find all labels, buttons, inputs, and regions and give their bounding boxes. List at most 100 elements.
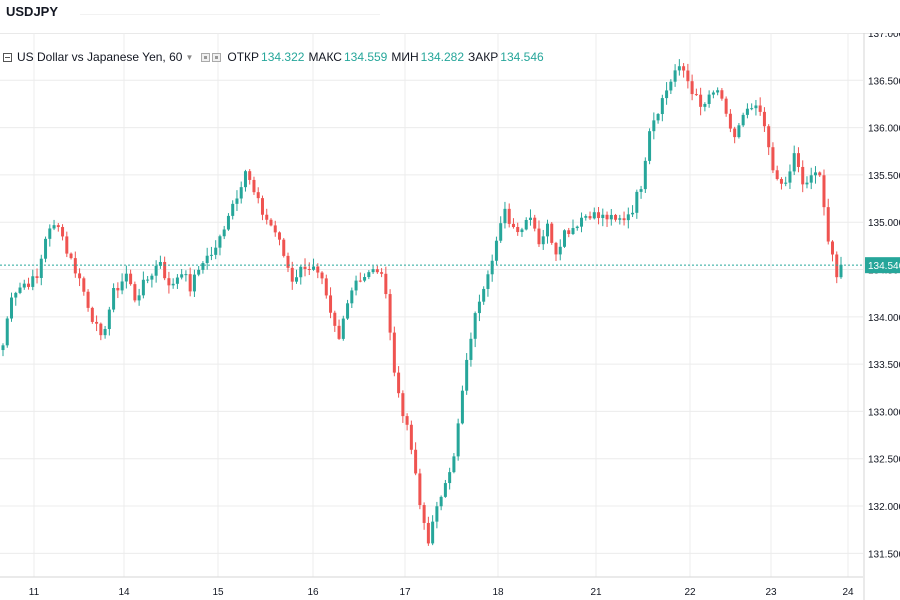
candle-body <box>307 268 311 270</box>
candle-body <box>354 280 358 291</box>
candle-body <box>592 212 596 219</box>
candle-body <box>563 230 567 247</box>
candle-body <box>209 254 213 256</box>
candle-body <box>507 208 511 224</box>
time-tick-label: 22 <box>684 587 696 598</box>
candle-body <box>239 187 243 199</box>
candle-body <box>520 229 524 233</box>
candle-body <box>192 274 196 292</box>
candle-body <box>56 225 60 228</box>
price-tick-label: 136.000 <box>868 124 900 135</box>
legend-title[interactable]: US Dollar vs Japanese Yen, 60 <box>17 50 183 64</box>
candle-body <box>44 238 48 259</box>
candle-body <box>511 223 515 228</box>
candle-body <box>669 81 673 91</box>
price-chart[interactable]: 131.500 132.000 132.500 133.000 133.500 134.0… <box>0 33 900 600</box>
candle-body <box>158 261 162 266</box>
candle-body <box>758 105 762 112</box>
candle-body <box>839 264 843 278</box>
candle-body <box>588 216 592 219</box>
candle-body <box>252 179 256 193</box>
time-tick-label: 14 <box>118 587 130 598</box>
candle-body <box>205 255 209 264</box>
candle-body <box>39 258 43 278</box>
candle-body <box>826 207 830 242</box>
candle-body <box>358 280 362 282</box>
candle-body <box>788 171 792 183</box>
candle-body <box>469 338 473 360</box>
last-price-badge-bg <box>865 257 900 274</box>
candle-body <box>784 182 788 184</box>
candle-body <box>141 279 145 296</box>
candle-body <box>745 108 749 115</box>
candle-body <box>31 276 35 287</box>
candle-body <box>622 218 626 221</box>
candle-body <box>320 272 324 279</box>
candle-body <box>584 216 588 218</box>
candle-body <box>575 226 579 229</box>
candle-body <box>69 253 73 259</box>
candle-body <box>516 227 520 233</box>
candle-body <box>694 94 698 96</box>
hide-icon[interactable] <box>212 52 222 62</box>
chevron-down-icon[interactable]: ▼ <box>185 52 194 62</box>
candle-body <box>580 217 584 227</box>
candle-body <box>524 219 528 230</box>
candle-body <box>90 307 94 322</box>
candle-body <box>665 90 669 99</box>
candle-body <box>392 332 396 373</box>
candle-body <box>86 291 90 308</box>
candle-body <box>652 120 656 132</box>
candle-body <box>184 274 188 276</box>
candle-body <box>779 179 783 184</box>
settings-icon[interactable] <box>201 52 211 62</box>
candle-body <box>286 255 290 268</box>
candle-body <box>14 292 18 298</box>
candle-body <box>796 153 800 167</box>
candle-body <box>477 301 481 314</box>
candle-body <box>460 390 464 424</box>
candle-body <box>822 175 826 208</box>
candle-body <box>312 266 316 270</box>
candle-body <box>248 171 252 180</box>
candle-body <box>443 483 447 497</box>
candle-body <box>448 472 452 484</box>
candle-body <box>835 254 839 278</box>
candle-body <box>503 208 507 224</box>
price-tick-label: 131.500 <box>868 549 900 560</box>
candle-body <box>226 215 230 230</box>
candle-body <box>116 288 120 291</box>
candle-body <box>171 283 175 286</box>
collapse-icon[interactable] <box>3 52 12 62</box>
candle-body <box>452 456 456 473</box>
low-label: МИН <box>391 50 419 64</box>
time-tick-label: 17 <box>399 587 411 598</box>
candle-body <box>426 522 430 544</box>
price-tick-label: 136.500 <box>868 76 900 87</box>
high-label: МАКС <box>308 50 342 64</box>
grid <box>0 33 863 577</box>
candle-body <box>656 114 660 121</box>
candle-body <box>409 424 413 450</box>
candle-body <box>639 189 643 192</box>
candle-body <box>137 295 141 301</box>
last-price-badge: 134.546 <box>865 257 900 274</box>
candle-body <box>329 295 333 313</box>
time-tick-label: 11 <box>29 587 40 598</box>
candle-body <box>648 131 652 161</box>
candle-body <box>737 125 741 138</box>
close-value: 134.546 <box>500 50 544 64</box>
candle-body <box>631 212 635 215</box>
candle-body <box>65 236 69 254</box>
candle-body <box>175 277 179 284</box>
candle-body <box>618 218 622 220</box>
candle-body <box>805 182 809 185</box>
candle-body <box>699 94 703 107</box>
candle-body <box>22 283 26 288</box>
candle-body <box>571 228 575 235</box>
candle-body <box>337 325 341 339</box>
symbol-label[interactable]: USDJPY <box>6 4 59 19</box>
candle-body <box>767 126 771 148</box>
candle-body <box>61 227 65 237</box>
candle-body <box>82 278 86 292</box>
